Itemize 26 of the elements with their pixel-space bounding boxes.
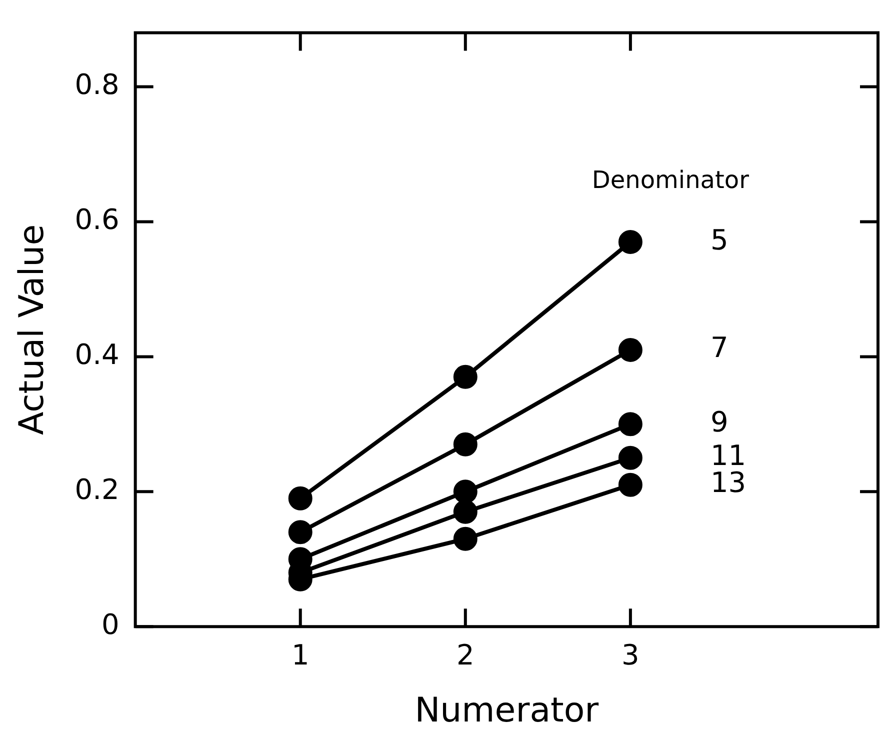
- x-axis-title: Numerator: [414, 690, 599, 730]
- point: [453, 500, 478, 524]
- y-tick-label: 0.4: [74, 338, 120, 371]
- y-tick-label: 0: [102, 608, 120, 641]
- point: [453, 432, 478, 456]
- point: [618, 472, 642, 497]
- point: [618, 230, 642, 254]
- legend-title: Denominator: [592, 166, 750, 194]
- text: 7: [710, 331, 728, 364]
- x-tick-label: 1: [291, 638, 310, 672]
- point: [618, 412, 642, 436]
- point: [618, 338, 642, 362]
- point: [453, 364, 478, 389]
- y-axis-title: Actual Value: [12, 224, 52, 436]
- text: 9: [710, 405, 728, 438]
- x-tick-label: 2: [456, 638, 474, 672]
- y-tick-label: 0.6: [74, 203, 120, 236]
- point: [288, 520, 312, 544]
- point: [288, 486, 312, 510]
- x-tick-label: 3: [622, 638, 640, 672]
- text: 5: [710, 223, 728, 256]
- point: [453, 480, 478, 504]
- y-tick-label: 0.2: [74, 472, 120, 506]
- y-tick-label: 0.8: [74, 68, 120, 102]
- point: [618, 446, 642, 470]
- point: [453, 526, 478, 551]
